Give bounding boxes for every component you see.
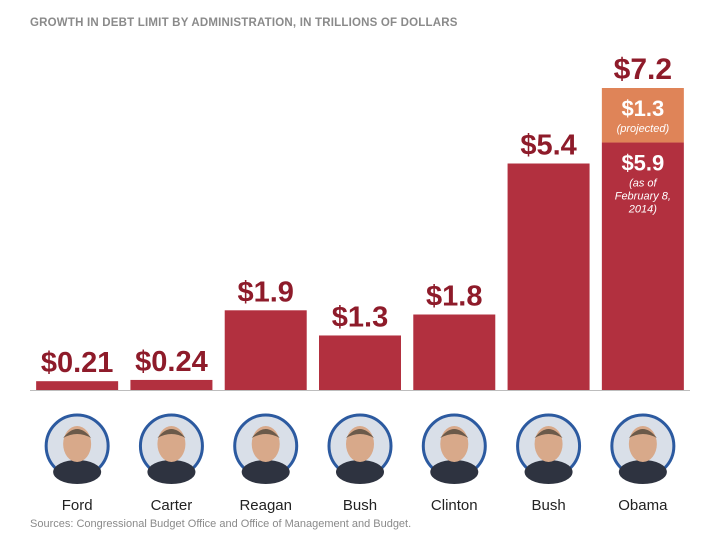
portrait-shoulders bbox=[524, 460, 573, 484]
bar-value-label: $1.8 bbox=[426, 281, 482, 313]
category-label: Carter bbox=[151, 497, 193, 514]
bar-value-label: $1.9 bbox=[237, 276, 293, 308]
portrait-shoulders bbox=[53, 460, 102, 484]
portrait-shoulders bbox=[336, 460, 384, 484]
bar-value-label: $1.3 bbox=[332, 301, 388, 333]
bar-carter bbox=[130, 379, 213, 390]
bar-reagan bbox=[224, 310, 307, 390]
portrait-hair bbox=[534, 429, 563, 438]
portrait-hair bbox=[251, 429, 280, 438]
chart-title: GROWTH IN DEBT LIMIT BY ADMINISTRATION, … bbox=[30, 17, 458, 29]
bar-ford bbox=[36, 381, 119, 390]
bar-segment-projected bbox=[601, 88, 684, 143]
segment-note: February 8, bbox=[615, 191, 671, 203]
segment-note: (projected) bbox=[617, 123, 670, 135]
category-label: Clinton bbox=[431, 497, 478, 514]
segment-note: (as of bbox=[629, 178, 657, 190]
category-label: Obama bbox=[618, 497, 668, 514]
segment-note: 2014) bbox=[628, 204, 657, 216]
portrait-hair bbox=[346, 429, 374, 438]
source-note: Sources: Congressional Budget Office and… bbox=[30, 518, 412, 530]
segment-value-label: $1.3 bbox=[621, 96, 664, 121]
category-label: Bush bbox=[343, 497, 377, 514]
portrait-shoulders bbox=[147, 460, 196, 484]
segment-value-label: $5.9 bbox=[621, 151, 664, 176]
bar-value-label: $7.2 bbox=[614, 53, 672, 86]
portrait-hair bbox=[440, 429, 469, 438]
portrait-hair bbox=[628, 429, 657, 438]
bar-bush bbox=[507, 163, 590, 390]
portrait-shoulders bbox=[430, 460, 479, 484]
portrait-hair bbox=[157, 429, 186, 438]
bar-clinton bbox=[413, 314, 496, 390]
bar-bush bbox=[319, 335, 401, 390]
category-label: Ford bbox=[62, 497, 93, 514]
bar-value-label: $0.24 bbox=[135, 346, 208, 378]
bar-segment-actual bbox=[601, 142, 684, 390]
portrait-shoulders bbox=[618, 460, 667, 484]
bar-value-label: $5.4 bbox=[520, 130, 576, 162]
category-label: Reagan bbox=[239, 497, 292, 514]
bar-value-label: $0.21 bbox=[41, 347, 114, 379]
category-label: Bush bbox=[531, 497, 565, 514]
portrait-shoulders bbox=[241, 460, 290, 484]
portrait-hair bbox=[63, 429, 92, 438]
